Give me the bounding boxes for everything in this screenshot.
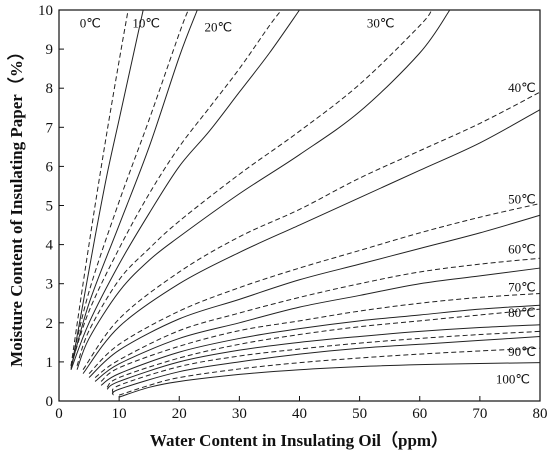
y-tick-label: 7	[46, 120, 54, 136]
curve-10-dashed	[82, 91, 541, 371]
temperature-label: 0℃	[80, 16, 101, 31]
temperature-label: 50℃	[508, 192, 536, 207]
curve-2-dashed	[70, 9, 129, 366]
x-tick-label: 70	[472, 406, 487, 422]
curve-20-dashed	[111, 330, 541, 394]
temperature-label: 80℃	[508, 305, 536, 320]
x-tick-label: 10	[112, 406, 127, 422]
x-axis-title: Water Content in Insulating Oil（ppm）	[150, 430, 448, 450]
curve-5-solid	[70, 9, 300, 370]
curve-11-solid	[88, 214, 541, 378]
y-tick-label: 1	[46, 355, 54, 371]
y-tick-label: 6	[46, 159, 54, 175]
y-tick-label: 2	[46, 316, 54, 332]
curve-17-solid	[106, 324, 541, 390]
curve-21-solid	[118, 362, 541, 398]
curve-9-solid	[82, 109, 541, 374]
y-tick-label: 8	[46, 81, 54, 97]
y-tick-label: 10	[38, 3, 53, 19]
curve-19-solid	[111, 335, 541, 396]
x-tick-label: 0	[55, 406, 63, 422]
temperature-label: 10℃	[132, 16, 160, 31]
temperature-labels-layer: 0℃ 10℃ 20℃ 30℃ 40℃ 50℃ 60℃ 70℃ 80℃ 90℃ 100℃	[80, 16, 536, 387]
curves-layer	[70, 9, 541, 398]
y-tick-label: 3	[46, 277, 54, 293]
temperature-label: 90℃	[508, 344, 536, 359]
curve-3-solid	[70, 9, 198, 368]
y-axis-title: Moisture Content of Insulating Paper（%）	[6, 43, 26, 367]
x-tick-label: 60	[412, 406, 427, 422]
curve-22-dashed	[118, 347, 541, 396]
curve-8-dashed	[76, 9, 433, 366]
x-tick-label: 20	[172, 406, 187, 422]
temperature-label: 20℃	[205, 20, 233, 35]
temperature-label: 100℃	[496, 371, 530, 386]
y-tick-label: 5	[46, 199, 54, 215]
y-tick-label: 0	[46, 394, 54, 410]
curve-12-dashed	[88, 203, 541, 374]
curve-4-dashed	[70, 9, 189, 366]
temperature-label: 40℃	[508, 80, 536, 95]
curve-16-dashed	[100, 292, 541, 382]
x-tick-label: 50	[352, 406, 367, 422]
x-tick-label: 30	[232, 406, 247, 422]
temperature-label: 70℃	[508, 280, 536, 295]
curve-13-solid	[94, 267, 541, 382]
curve-18-dashed	[106, 308, 541, 388]
temperature-label: 30℃	[367, 16, 395, 31]
curve-14-dashed	[94, 257, 541, 378]
y-tick-label: 9	[46, 42, 54, 58]
temperature-label: 60℃	[508, 241, 536, 256]
curve-6-dashed	[70, 9, 282, 366]
y-tick-label: 4	[46, 238, 54, 254]
curve-1-solid	[70, 9, 144, 370]
x-tick-label: 80	[533, 406, 548, 422]
curve-15-solid	[100, 304, 541, 386]
ticks-layer: 0 10 20 30 40 50 60 70 80 0 1 2 3 4 5 6 7 8 9 10	[38, 3, 548, 422]
curve-7-solid	[76, 9, 451, 370]
x-tick-label: 40	[292, 406, 307, 422]
